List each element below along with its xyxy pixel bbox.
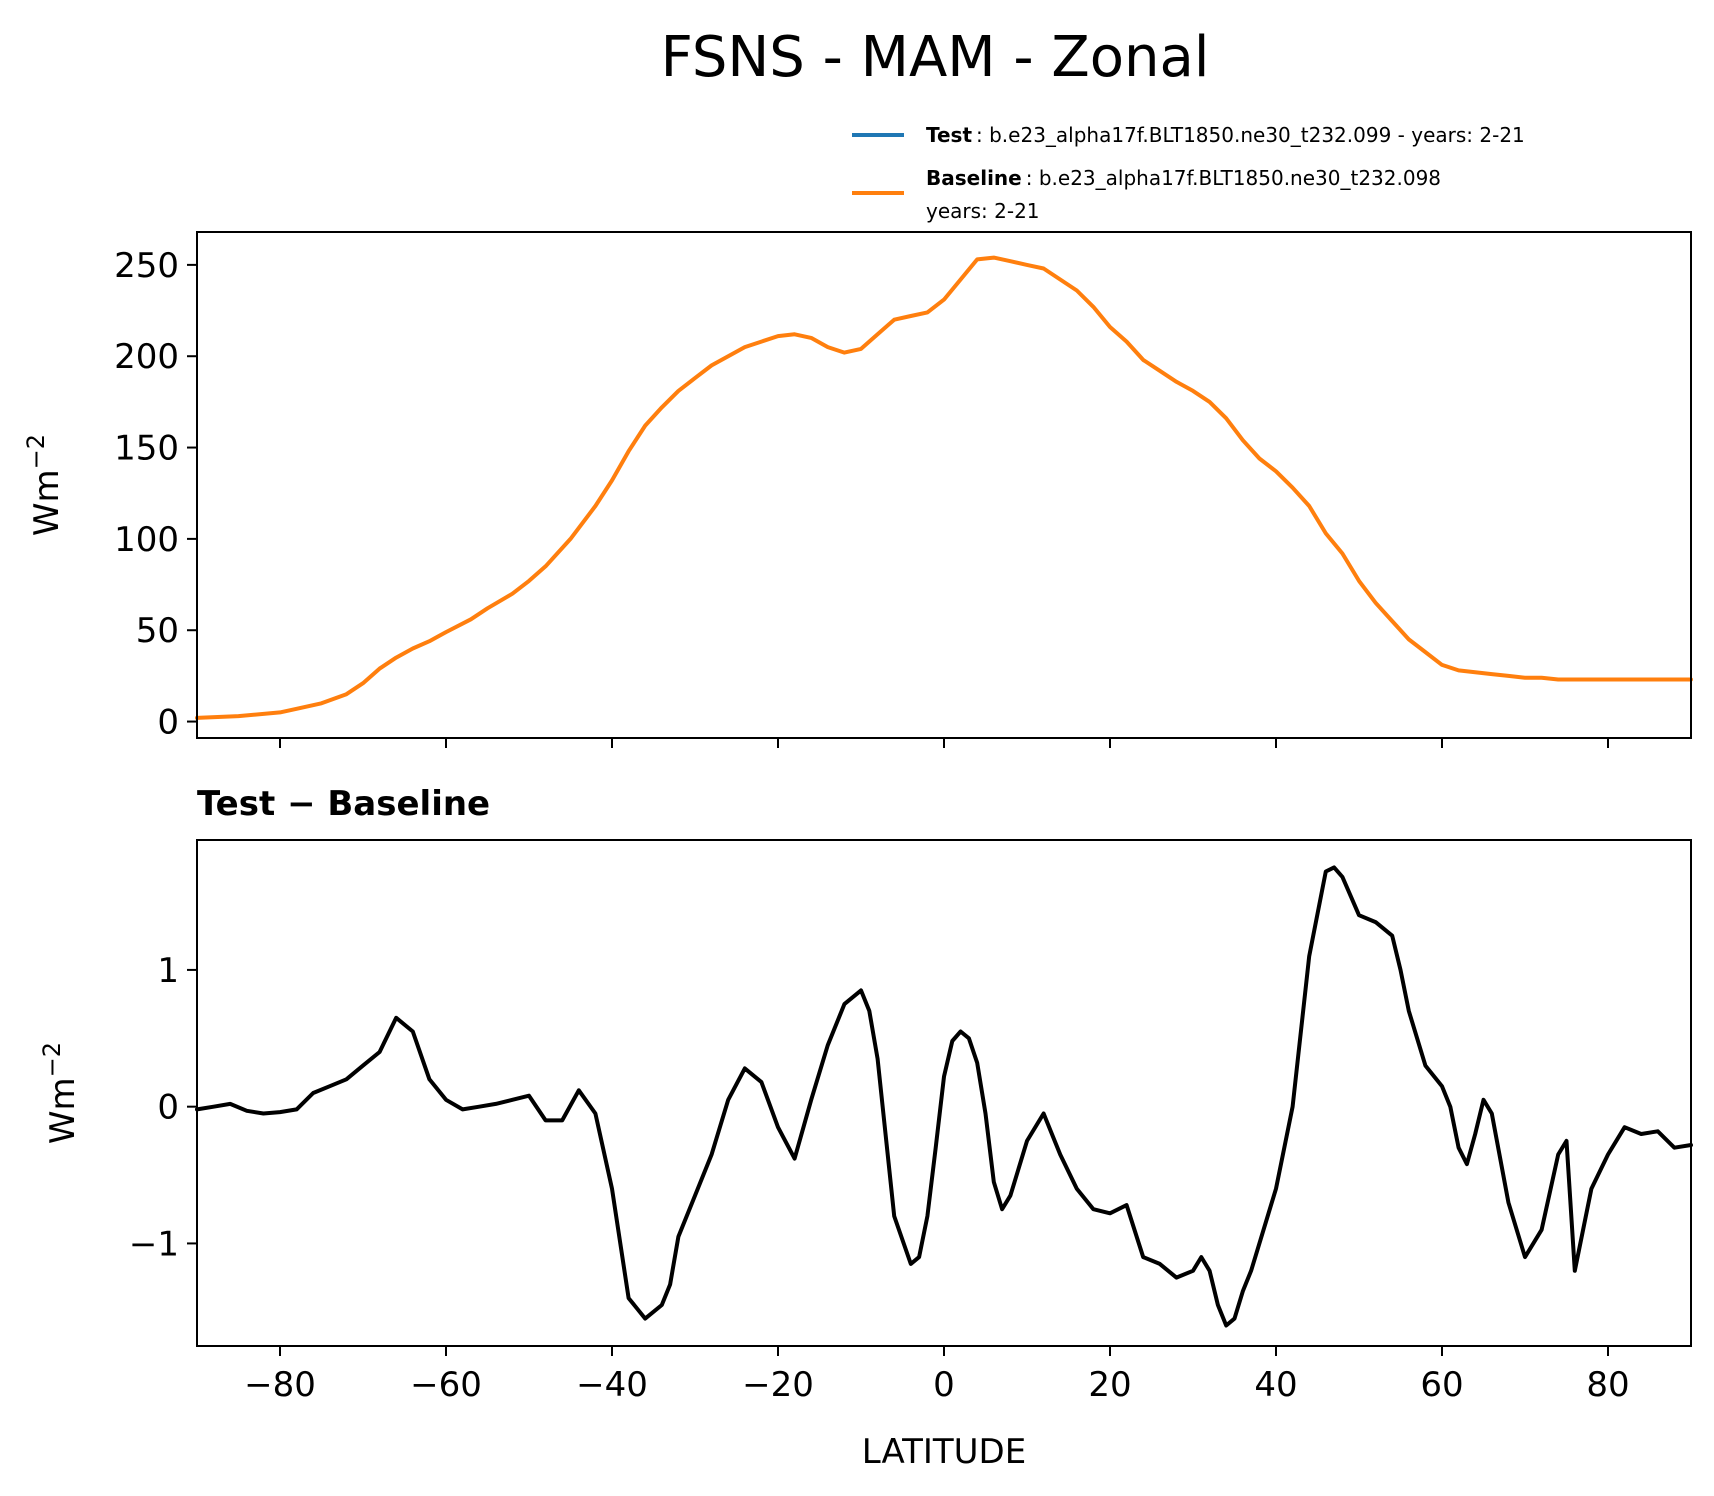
bottom-y-tick-label: 1: [157, 951, 179, 991]
top-series: [195, 255, 1693, 720]
bottom-y-tick-label: 0: [157, 1088, 179, 1128]
top-y-tick-label: 150: [114, 429, 179, 469]
top-series-line-baseline: [195, 255, 1693, 720]
bottom-series: [195, 865, 1693, 1328]
top-y-tick-label: 200: [114, 337, 179, 377]
legend-test-label: Test: b.e23_alpha17f.BLT1850.ne30_t232.0…: [926, 123, 1525, 147]
figure-title: FSNS - MAM - Zonal: [661, 25, 1210, 90]
top-y-axis-label: Wm−2: [22, 434, 67, 536]
top-plot-frame: [196, 231, 1692, 739]
legend-baseline-years: years: 2-21: [926, 199, 1040, 223]
legend-test-name: Test: [926, 123, 972, 147]
top-panel: 0 50 100 150 200 250 Wm−2: [22, 231, 1693, 748]
bottom-panel: Test − Baseline −1 0 1 −80 −60 −40 −20 0 20 40 60…: [38, 784, 1693, 1472]
bottom-plot-frame: [196, 839, 1692, 1347]
bottom-x-ticks: −80 −60 −40 −20 0 20 40 60 80: [244, 1346, 1630, 1405]
bottom-y-ticks: −1 0 1: [129, 951, 197, 1264]
legend-baseline-label: Baseline: b.e23_alpha17f.BLT1850.ne30_t2…: [926, 166, 1441, 190]
bottom-panel-title: Test − Baseline: [197, 784, 490, 824]
bottom-x-tick-label: −60: [410, 1365, 482, 1405]
top-y-tick-label: 0: [157, 703, 179, 743]
legend-test-text: : b.e23_alpha17f.BLT1850.ne30_t232.099 -…: [976, 123, 1525, 147]
bottom-y-axis-label: Wm−2: [38, 1042, 83, 1144]
bottom-y-tick-label: −1: [129, 1224, 179, 1264]
bottom-x-tick-label: −40: [576, 1365, 648, 1405]
bottom-x-tick-label: 60: [1420, 1365, 1463, 1405]
legend-baseline-name: Baseline: [926, 166, 1022, 190]
top-series-line-test: [195, 256, 1693, 720]
top-y-ticks: 0 50 100 150 200 250: [114, 246, 197, 743]
legend-baseline-text: : b.e23_alpha17f.BLT1850.ne30_t232.098: [1026, 166, 1441, 190]
top-y-tick-label: 50: [136, 611, 179, 651]
bottom-x-tick-label: −80: [244, 1365, 316, 1405]
legend: Test: b.e23_alpha17f.BLT1850.ne30_t232.0…: [852, 123, 1525, 223]
top-x-ticks: [279, 738, 1609, 748]
bottom-x-tick-label: −20: [742, 1365, 814, 1405]
bottom-x-tick-label: 80: [1586, 1365, 1629, 1405]
top-y-tick-label: 100: [114, 520, 179, 560]
bottom-series-line-test-baseline: [195, 865, 1693, 1328]
bottom-x-tick-label: 0: [933, 1365, 955, 1405]
bottom-x-tick-label: 40: [1254, 1365, 1297, 1405]
top-y-tick-label: 250: [114, 246, 179, 286]
bottom-x-tick-label: 20: [1088, 1365, 1131, 1405]
x-axis-label: LATITUDE: [862, 1432, 1026, 1472]
